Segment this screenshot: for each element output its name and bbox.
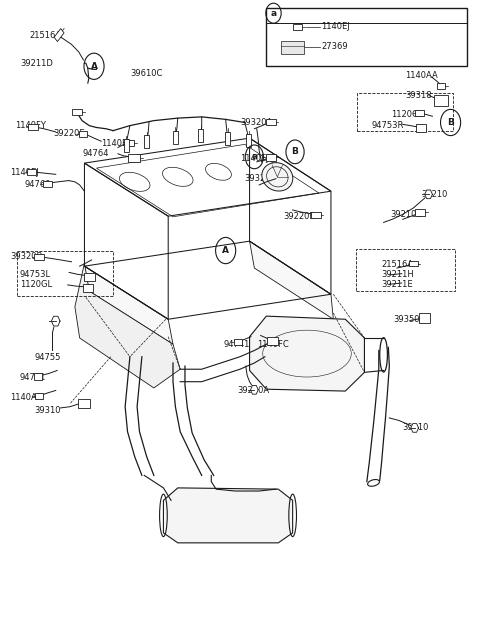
Text: B: B bbox=[292, 147, 299, 156]
Text: 94753L: 94753L bbox=[20, 270, 51, 279]
Polygon shape bbox=[84, 266, 173, 344]
Polygon shape bbox=[265, 118, 276, 125]
Polygon shape bbox=[144, 135, 149, 148]
Text: a: a bbox=[270, 9, 276, 18]
FancyBboxPatch shape bbox=[266, 8, 468, 66]
FancyBboxPatch shape bbox=[84, 273, 95, 281]
Text: 1140FY: 1140FY bbox=[15, 121, 46, 130]
Text: 1120GL: 1120GL bbox=[391, 110, 423, 119]
Polygon shape bbox=[75, 263, 180, 388]
Polygon shape bbox=[72, 108, 82, 115]
FancyBboxPatch shape bbox=[281, 41, 304, 54]
Polygon shape bbox=[311, 212, 321, 218]
Polygon shape bbox=[250, 241, 333, 319]
Text: 39210: 39210 bbox=[403, 423, 429, 433]
Text: 27369: 27369 bbox=[322, 43, 348, 51]
Text: A: A bbox=[91, 62, 97, 71]
Text: 39211D: 39211D bbox=[20, 59, 53, 68]
Text: 1140EJ: 1140EJ bbox=[101, 138, 130, 148]
Polygon shape bbox=[266, 154, 276, 161]
Polygon shape bbox=[35, 393, 43, 399]
Polygon shape bbox=[234, 339, 242, 344]
Text: 39220E: 39220E bbox=[53, 129, 85, 138]
Ellipse shape bbox=[262, 163, 293, 191]
Polygon shape bbox=[415, 110, 424, 116]
Text: 21516A: 21516A bbox=[382, 260, 414, 269]
Polygon shape bbox=[128, 154, 140, 162]
Text: 21516A: 21516A bbox=[29, 31, 61, 39]
Text: 39318: 39318 bbox=[405, 91, 432, 100]
Text: 39610C: 39610C bbox=[130, 69, 162, 78]
Text: 94764: 94764 bbox=[82, 149, 108, 158]
Text: a: a bbox=[252, 152, 257, 162]
Polygon shape bbox=[126, 140, 134, 146]
Text: 39310: 39310 bbox=[34, 406, 60, 415]
Text: 94753R: 94753R bbox=[372, 121, 404, 130]
FancyBboxPatch shape bbox=[78, 399, 90, 408]
Text: 94769: 94769 bbox=[24, 180, 51, 189]
Polygon shape bbox=[173, 131, 178, 144]
FancyBboxPatch shape bbox=[267, 337, 278, 345]
Polygon shape bbox=[51, 316, 60, 326]
Polygon shape bbox=[425, 190, 432, 198]
Polygon shape bbox=[27, 169, 36, 175]
Polygon shape bbox=[43, 181, 52, 187]
Text: 39210A: 39210A bbox=[238, 386, 270, 395]
Text: 39220E: 39220E bbox=[283, 212, 315, 221]
Text: 39320A: 39320A bbox=[240, 118, 272, 127]
Text: 1140FC: 1140FC bbox=[257, 340, 288, 349]
Polygon shape bbox=[28, 123, 38, 130]
Text: 39210: 39210 bbox=[421, 190, 447, 199]
Polygon shape bbox=[293, 24, 302, 30]
Polygon shape bbox=[250, 316, 364, 391]
Polygon shape bbox=[437, 83, 445, 89]
Text: 39210B: 39210B bbox=[391, 210, 423, 219]
Text: 94701: 94701 bbox=[20, 374, 46, 382]
Text: 1140EJ: 1140EJ bbox=[240, 154, 269, 163]
Polygon shape bbox=[225, 131, 230, 145]
Polygon shape bbox=[198, 129, 203, 142]
Text: 39350G: 39350G bbox=[393, 315, 426, 324]
Polygon shape bbox=[409, 261, 418, 267]
Text: 1140AA: 1140AA bbox=[405, 71, 438, 80]
Text: A: A bbox=[222, 246, 229, 255]
Polygon shape bbox=[79, 131, 87, 136]
Polygon shape bbox=[411, 424, 419, 433]
Text: 94755: 94755 bbox=[34, 354, 60, 362]
FancyBboxPatch shape bbox=[434, 95, 448, 106]
Text: 39211E: 39211E bbox=[382, 280, 413, 289]
FancyBboxPatch shape bbox=[416, 124, 426, 132]
Polygon shape bbox=[54, 29, 64, 41]
FancyBboxPatch shape bbox=[34, 373, 42, 381]
Text: 1140EJ: 1140EJ bbox=[322, 23, 350, 31]
Polygon shape bbox=[34, 254, 44, 260]
FancyBboxPatch shape bbox=[83, 284, 93, 292]
Polygon shape bbox=[251, 386, 258, 394]
Polygon shape bbox=[163, 488, 293, 543]
Text: 39320B: 39320B bbox=[10, 252, 43, 261]
Text: 1140AA: 1140AA bbox=[10, 393, 43, 402]
Text: 39211H: 39211H bbox=[382, 270, 414, 279]
Text: 39321H: 39321H bbox=[245, 174, 277, 183]
Polygon shape bbox=[246, 134, 251, 147]
FancyBboxPatch shape bbox=[419, 313, 430, 322]
Text: 94741: 94741 bbox=[223, 340, 250, 349]
Text: 1140EJ: 1140EJ bbox=[10, 168, 39, 177]
Text: B: B bbox=[447, 118, 454, 127]
Polygon shape bbox=[415, 209, 425, 216]
Polygon shape bbox=[123, 139, 129, 152]
Text: 1120GL: 1120GL bbox=[20, 280, 52, 289]
